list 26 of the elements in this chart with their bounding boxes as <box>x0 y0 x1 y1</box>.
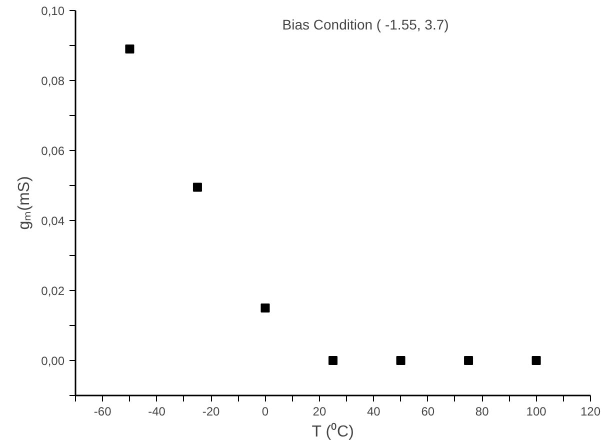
chart-title: Bias Condition ( -1.55, 3.7) <box>282 16 449 32</box>
x-tick-label: 0 <box>262 404 269 418</box>
y-tick-label: 0,02 <box>41 284 65 298</box>
y-tick-label: 0,10 <box>41 4 65 18</box>
point <box>464 356 474 365</box>
x-tick-label: -40 <box>148 404 166 418</box>
x-tick-label: 120 <box>580 404 601 418</box>
y-tick-label: 0,06 <box>41 144 65 158</box>
x-tick-label: -60 <box>94 404 112 418</box>
point <box>260 304 270 312</box>
point <box>396 356 406 365</box>
x-tick-label: 80 <box>475 404 490 418</box>
y-tick-label: 0,04 <box>41 214 65 228</box>
y-tick-label: 0,08 <box>41 74 65 88</box>
y-tick-label: 0,00 <box>41 354 65 368</box>
x-tick-label: -20 <box>202 404 220 418</box>
y-axis-title: gₘ(mS) <box>16 176 34 230</box>
x-tick-label: 100 <box>526 404 547 418</box>
x-axis-title: T (⁰C) <box>312 422 354 440</box>
x-tick-label: 60 <box>421 404 435 418</box>
point <box>532 356 541 365</box>
point <box>192 182 202 192</box>
x-tick-label: 40 <box>366 404 381 418</box>
x-tick-label: 20 <box>312 404 326 418</box>
point <box>328 356 338 365</box>
point <box>125 44 134 54</box>
